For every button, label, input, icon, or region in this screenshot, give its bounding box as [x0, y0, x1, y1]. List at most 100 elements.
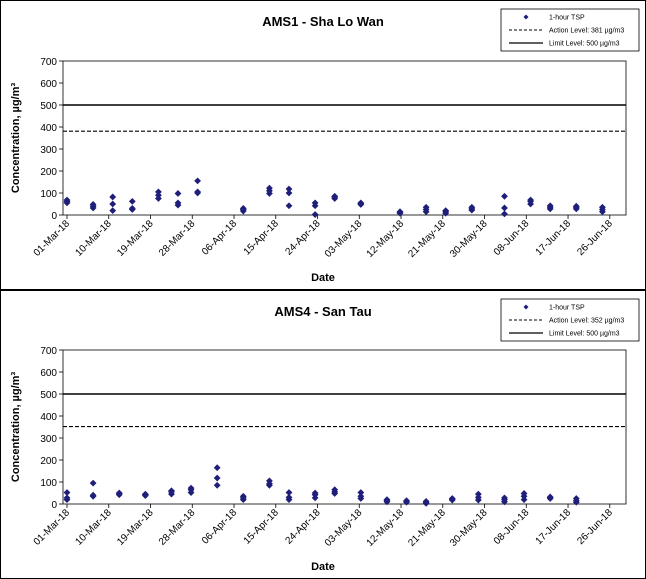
data-point — [474, 490, 482, 498]
data-point — [285, 202, 293, 210]
data-point — [266, 184, 273, 192]
data-point — [572, 202, 580, 210]
x-tick-label: 03-May-18 — [323, 218, 365, 260]
y-tick-label: 100 — [40, 189, 57, 200]
data-point — [311, 489, 319, 497]
legend-label-tsp: 1-hour TSP — [549, 15, 585, 22]
data-point — [187, 484, 195, 492]
x-tick-label: 24-Apr-18 — [283, 507, 323, 547]
y-tick-label: 0 — [51, 211, 57, 222]
y-tick-label: 600 — [40, 79, 57, 90]
y-tick-label: 200 — [40, 456, 57, 467]
data-point — [527, 196, 534, 204]
y-tick-label: 400 — [40, 123, 57, 134]
legend-label-limit: Limit Level: 500 µg/m3 — [549, 41, 620, 48]
y-tick-label: 500 — [40, 390, 57, 401]
y-tick-label: 500 — [40, 101, 57, 112]
x-tick-label: 06-Apr-18 — [200, 507, 240, 547]
legend-label-action: Action Level: 352 µg/m3 — [549, 318, 624, 325]
y-tick-label: 700 — [40, 346, 57, 357]
data-point — [89, 491, 97, 499]
data-point — [174, 199, 182, 207]
data-point — [396, 208, 404, 216]
data-point — [213, 474, 221, 482]
data-point — [285, 185, 293, 193]
legend-marker-tsp — [523, 304, 529, 310]
x-tick-label: 26-Jun-18 — [575, 507, 615, 547]
data-point — [383, 496, 391, 503]
data-point — [331, 486, 339, 494]
data-point — [239, 492, 247, 500]
x-tick-label: 17-Jun-18 — [534, 507, 574, 547]
data-point — [403, 497, 410, 505]
y-tick-label: 600 — [40, 368, 57, 379]
x-tick-label: 26-Jun-18 — [575, 218, 615, 258]
chart-ams1: AMS1 - Sha Lo Wan 0 100 200 300 400 500 600 700 C… — [10, 8, 640, 284]
data-point — [213, 464, 221, 472]
y-tick-label: 300 — [40, 145, 57, 156]
data-point — [285, 494, 293, 501]
data-point — [109, 207, 117, 214]
data-point — [357, 492, 365, 500]
data-point — [357, 199, 365, 207]
data-point — [546, 493, 554, 501]
data-point — [448, 495, 456, 502]
data-point — [213, 481, 221, 489]
data-point — [501, 494, 508, 502]
x-axis-label: Date — [311, 561, 335, 573]
data-point — [357, 489, 365, 496]
x-tick-label: 03-May-18 — [323, 507, 365, 549]
y-tick-label: 300 — [40, 434, 57, 445]
legend-label-tsp: 1-hour TSP — [549, 305, 585, 312]
data-point — [63, 196, 71, 204]
x-tick-label: 15-Apr-18 — [242, 507, 282, 547]
y-tick-label: 200 — [40, 167, 57, 178]
x-tick-label: 24-Apr-18 — [283, 218, 323, 258]
data-point — [128, 197, 136, 205]
x-tick-label: 21-May-18 — [406, 507, 448, 549]
x-tick-label: 15-Apr-18 — [242, 218, 282, 258]
data-point — [311, 211, 319, 218]
data-point — [331, 192, 339, 200]
data-point — [63, 494, 71, 502]
y-axis-label: Concentration, µg/m³ — [10, 83, 22, 194]
x-tick-label: 19-Mar-18 — [115, 218, 156, 259]
x-tick-label: 10-Mar-18 — [73, 218, 114, 259]
data-point — [109, 200, 117, 208]
x-tick-label: 12-May-18 — [365, 218, 407, 260]
data-point — [266, 477, 273, 485]
data-point — [311, 199, 319, 207]
y-tick-label: 0 — [51, 500, 57, 511]
x-tick-label: 28-Mar-18 — [157, 507, 198, 548]
data-point — [501, 210, 508, 218]
data-point — [109, 193, 117, 201]
x-tick-label: 08-Jun-18 — [492, 507, 532, 547]
plot-area — [62, 60, 627, 216]
x-tick-label: 28-Mar-18 — [157, 218, 198, 259]
y-axis-label: Concentration, µg/m³ — [10, 372, 22, 483]
x-tick-label: 01-Mar-18 — [32, 507, 73, 548]
data-point — [501, 192, 508, 200]
x-tick-label: 10-Mar-18 — [73, 507, 114, 548]
x-tick-label: 01-Mar-18 — [32, 218, 73, 259]
data-point — [168, 487, 175, 495]
chart-panel-ams1: AMS1 - Sha Lo Wan 0 100 200 300 400 500 600 700 C… — [0, 0, 646, 290]
y-tick-label: 700 — [40, 57, 57, 68]
data-point — [89, 479, 97, 487]
data-point — [422, 497, 430, 505]
data-point — [442, 207, 450, 214]
x-tick-label: 30-May-18 — [448, 507, 490, 549]
data-point — [141, 490, 149, 498]
data-point — [174, 190, 182, 197]
x-tick-label: 08-Jun-18 — [492, 218, 532, 258]
data-point — [501, 204, 508, 212]
data-point — [239, 205, 247, 212]
chart-title: AMS4 - San Tau — [274, 304, 371, 319]
data-point — [128, 205, 136, 212]
data-point — [422, 203, 430, 211]
data-point — [520, 490, 528, 497]
x-tick-label: 17-Jun-18 — [534, 218, 574, 258]
chart-ams4: AMS4 - San Tau 0 100 200 300 400 500 600 700 Conc… — [10, 298, 640, 573]
legend-marker-tsp — [523, 14, 529, 20]
data-point — [194, 177, 201, 185]
